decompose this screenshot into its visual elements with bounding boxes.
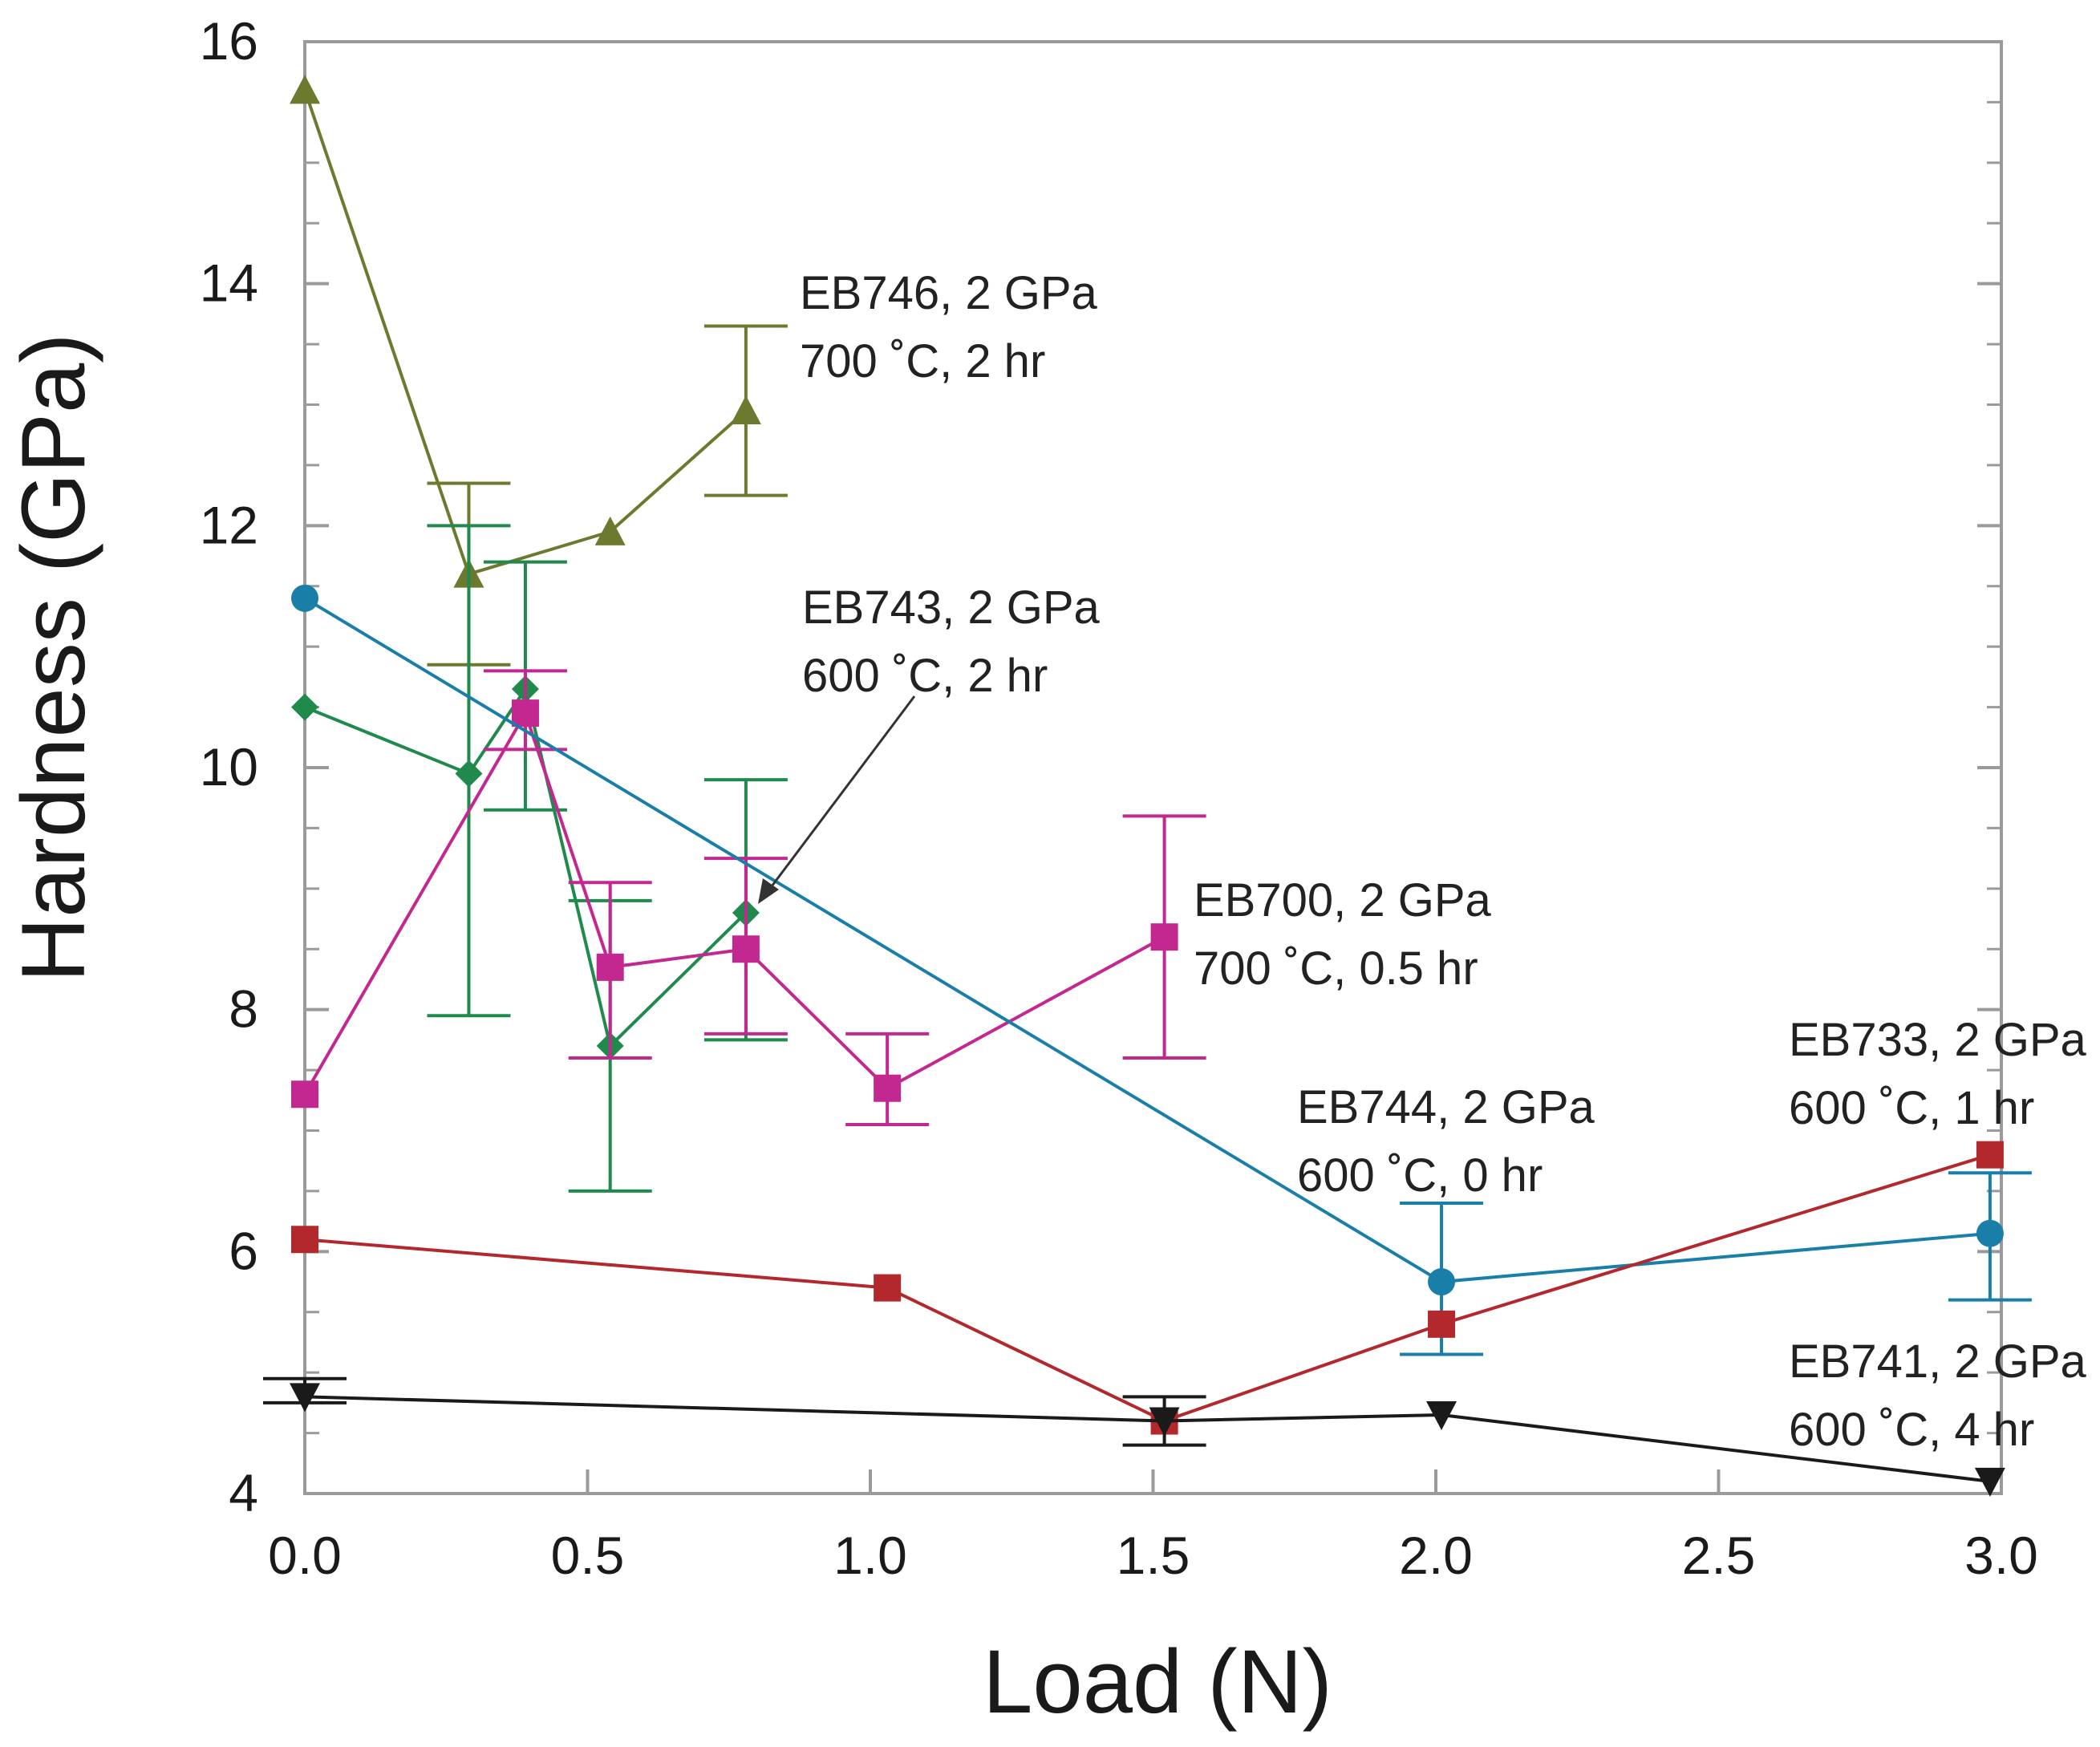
x-axis-title: Load (N) <box>983 1631 1332 1732</box>
series-label: EB746, 2 GPa <box>800 267 1098 319</box>
series-annotations: EB746, 2 GPa 700 ˚C, 2 hr EB743, 2 GPa 600 … <box>758 267 2087 1456</box>
data-point <box>455 760 483 788</box>
data-point <box>732 935 760 963</box>
y-tick-label: 12 <box>200 495 258 554</box>
x-tick-label: 2.5 <box>1682 1526 1756 1585</box>
data-point <box>290 1383 320 1413</box>
series-group <box>291 669 1206 1126</box>
data-point <box>594 516 626 545</box>
data-point <box>730 395 761 425</box>
plot-frame <box>303 40 2003 1495</box>
series-label: EB744, 2 GPa <box>1297 1081 1595 1133</box>
series-label: 600 ˚C, 4 hr <box>1789 1404 2034 1456</box>
y-tick-label: 8 <box>229 979 258 1039</box>
x-tick-label: 2.0 <box>1399 1526 1473 1585</box>
data-point <box>1428 1310 1456 1338</box>
series-label: EB743, 2 GPa <box>802 582 1101 634</box>
series-group <box>290 75 788 667</box>
pointer-head <box>758 878 779 904</box>
series-line <box>303 89 748 577</box>
data-point <box>291 693 318 721</box>
data-point <box>291 1226 318 1254</box>
axis-ticks: 4 6 8 10 12 14 16 0.0 0.5 1.0 1.5 2.0 2.5 3.0 <box>200 11 2038 1585</box>
series-group <box>291 584 2032 1356</box>
y-tick-label: 4 <box>229 1463 258 1522</box>
x-tick-label: 3.0 <box>1964 1526 2038 1585</box>
series-group <box>263 1376 2005 1497</box>
series-layer <box>263 75 2032 1497</box>
data-point <box>1974 1467 2005 1497</box>
series-label: EB700, 2 GPa <box>1194 874 1492 926</box>
series-label-pointer <box>758 695 916 904</box>
data-point <box>291 584 318 612</box>
series-line <box>304 1153 1991 1423</box>
data-point <box>1426 1400 1457 1430</box>
data-point <box>596 953 624 981</box>
series-line <box>304 1395 1991 1483</box>
plot-border <box>303 40 2003 1495</box>
x-tick-label: 0.0 <box>268 1526 342 1585</box>
y-tick-label: 14 <box>200 253 258 313</box>
series-label: EB741, 2 GPa <box>1789 1336 2087 1388</box>
data-point <box>1428 1268 1456 1296</box>
series-line <box>303 597 1991 1284</box>
data-point <box>1976 1141 2004 1169</box>
series-label: 600 ˚C, 0 hr <box>1297 1149 1543 1202</box>
data-point <box>874 1074 902 1102</box>
data-point <box>1149 1407 1180 1437</box>
y-axis-title: Hardness (GPa) <box>3 333 103 982</box>
y-tick-label: 16 <box>200 11 258 71</box>
series-label: 600 ˚C, 2 hr <box>802 650 1048 702</box>
y-tick-label: 6 <box>229 1221 258 1280</box>
series-line <box>303 709 1166 1096</box>
data-point <box>1150 923 1178 951</box>
x-tick-label: 1.5 <box>1117 1526 1190 1585</box>
data-point <box>290 75 320 104</box>
series-group <box>291 1141 2004 1435</box>
series-label: 600 ˚C, 1 hr <box>1789 1082 2034 1134</box>
pointer-line <box>763 695 916 897</box>
x-tick-label: 1.0 <box>833 1526 907 1585</box>
data-point <box>511 699 539 728</box>
data-point <box>1976 1219 2004 1247</box>
series-label: 700 ˚C, 0.5 hr <box>1194 942 1478 995</box>
series-label: 700 ˚C, 2 hr <box>800 335 1045 387</box>
series-label: EB733, 2 GPa <box>1789 1014 2087 1066</box>
x-tick-label: 0.5 <box>551 1526 625 1585</box>
data-point <box>291 1080 318 1109</box>
data-point <box>874 1274 902 1302</box>
y-tick-label: 10 <box>200 737 258 796</box>
